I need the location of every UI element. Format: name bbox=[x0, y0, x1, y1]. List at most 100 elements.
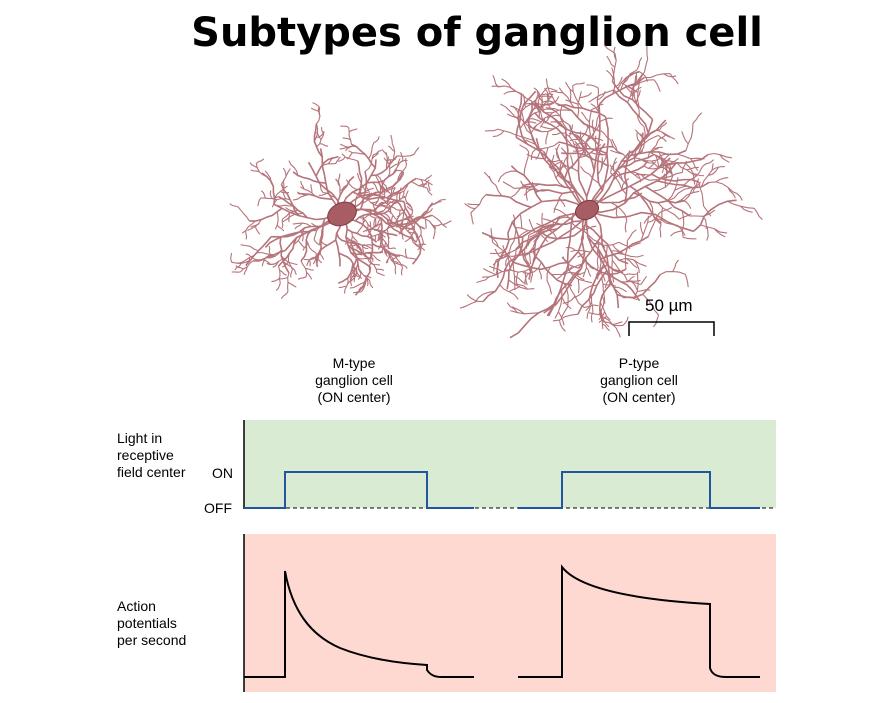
dendrite bbox=[350, 251, 384, 256]
dendrite bbox=[338, 252, 356, 273]
dendrite bbox=[280, 168, 291, 185]
dendrite bbox=[396, 187, 402, 201]
dendrite bbox=[407, 215, 414, 221]
dendrite bbox=[511, 221, 530, 267]
dendrite bbox=[335, 178, 341, 196]
dendrite bbox=[658, 153, 669, 158]
dendrite bbox=[552, 313, 579, 322]
dendrite bbox=[409, 230, 415, 240]
dendrite bbox=[586, 209, 694, 233]
dendrite bbox=[678, 213, 692, 220]
dendrite bbox=[388, 145, 396, 153]
dendrite bbox=[492, 75, 499, 88]
dendrite bbox=[396, 166, 407, 183]
dendrite bbox=[636, 119, 667, 150]
dendrite bbox=[600, 130, 611, 141]
dendrite bbox=[368, 142, 375, 159]
dendrite bbox=[510, 310, 539, 315]
dendrite bbox=[732, 191, 743, 201]
dendrite bbox=[569, 155, 574, 169]
dendrite bbox=[598, 284, 611, 323]
dendrite bbox=[569, 138, 583, 142]
dendrite bbox=[670, 230, 683, 237]
dendrite bbox=[394, 199, 416, 231]
row-label-line: potentials bbox=[117, 615, 177, 631]
dendrite bbox=[403, 184, 409, 191]
dendrite bbox=[719, 154, 730, 163]
dendrite bbox=[277, 237, 298, 267]
dendrite bbox=[239, 260, 254, 273]
dendrite bbox=[522, 262, 542, 274]
dendrite bbox=[651, 160, 660, 169]
dendrite bbox=[651, 173, 700, 183]
dendrite bbox=[577, 251, 627, 276]
dendrite bbox=[515, 136, 588, 211]
dendrite bbox=[319, 148, 343, 215]
dendrite bbox=[300, 229, 313, 262]
dendrite bbox=[634, 157, 655, 164]
dendrite bbox=[611, 250, 626, 256]
dendrite bbox=[511, 306, 525, 315]
dendrite bbox=[390, 254, 398, 258]
dendrite bbox=[338, 285, 347, 289]
dendrite bbox=[312, 102, 321, 108]
dendrite bbox=[560, 147, 569, 157]
dendrite bbox=[297, 192, 333, 201]
dendrite bbox=[538, 96, 544, 118]
dendrite bbox=[594, 192, 643, 204]
dendrite bbox=[354, 210, 384, 222]
action-row-label: Action potentials per second bbox=[117, 598, 186, 649]
dendrite bbox=[558, 87, 575, 108]
dendrite bbox=[292, 193, 310, 201]
dendrite bbox=[591, 103, 604, 110]
dendrite bbox=[653, 79, 661, 92]
dendrite bbox=[632, 72, 638, 100]
dendrite bbox=[652, 314, 660, 328]
dendrite bbox=[520, 180, 528, 190]
dendrite bbox=[540, 222, 588, 240]
dendrite bbox=[530, 134, 544, 152]
dendrite bbox=[535, 220, 582, 233]
dendrite bbox=[617, 70, 639, 90]
dendrite bbox=[354, 266, 372, 296]
dendrite bbox=[627, 279, 641, 282]
dendrite bbox=[365, 244, 373, 247]
dendrite bbox=[432, 229, 436, 240]
column-label-line: ganglion cell bbox=[315, 372, 393, 388]
dendrite bbox=[261, 172, 276, 205]
dendrite bbox=[657, 134, 667, 141]
dendrite bbox=[599, 301, 611, 321]
dendrite bbox=[385, 152, 388, 170]
row-label-line: Action bbox=[117, 598, 156, 614]
column-label-line: ganglion cell bbox=[600, 372, 678, 388]
dendrite bbox=[387, 210, 399, 222]
dendrite bbox=[601, 323, 610, 332]
dendrite bbox=[535, 256, 573, 287]
dendrite bbox=[302, 243, 309, 251]
dendrite bbox=[515, 90, 537, 138]
dendrite bbox=[532, 114, 550, 130]
cell-body bbox=[327, 201, 357, 227]
dendrite bbox=[245, 230, 248, 240]
dendrite bbox=[352, 191, 385, 201]
dendrite bbox=[245, 253, 254, 259]
dendrite bbox=[348, 150, 366, 155]
dendrite bbox=[708, 167, 719, 177]
dendrite bbox=[431, 214, 447, 229]
dendrite bbox=[401, 191, 405, 198]
dendrite bbox=[385, 256, 391, 264]
dendrite bbox=[561, 152, 609, 167]
dendrite bbox=[313, 223, 324, 240]
dendrite bbox=[488, 236, 499, 248]
dendrite bbox=[567, 282, 585, 308]
dendrite bbox=[342, 137, 351, 141]
dendrite bbox=[629, 185, 662, 224]
dendrite bbox=[300, 186, 316, 197]
off-level-label: OFF bbox=[204, 500, 232, 516]
dendrite bbox=[280, 183, 299, 216]
dendrite bbox=[390, 215, 394, 223]
dendrite bbox=[276, 224, 285, 232]
dendrite bbox=[559, 105, 568, 131]
scale-bar bbox=[628, 321, 715, 336]
dendrite bbox=[347, 272, 356, 285]
